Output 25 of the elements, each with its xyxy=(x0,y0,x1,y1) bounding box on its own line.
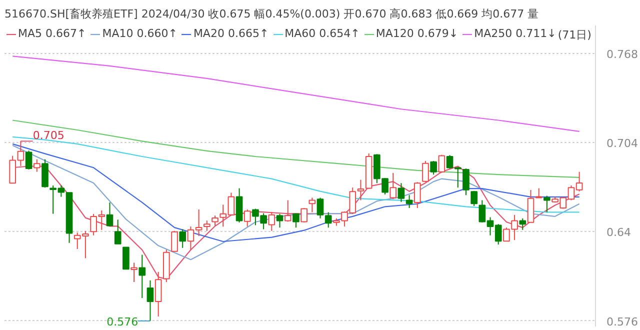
legend-label: MA10 0.660↑ xyxy=(102,27,178,40)
line-series xyxy=(12,143,580,242)
candlestick xyxy=(357,179,364,201)
y-tick-label: 0.576 xyxy=(606,315,638,328)
annotation: (71日) xyxy=(558,28,592,42)
legend-label: MA250 0.711↓ xyxy=(474,27,556,40)
y-tick-label: 0.64 xyxy=(606,226,631,240)
candlestick xyxy=(179,228,186,248)
y-tick-label: 0.704 xyxy=(606,137,638,150)
line-series xyxy=(12,56,580,132)
chart-title: 516670.SH[畜牧养殖ETF] 2024/04/30 收0.675 幅0.45%(0.003) 开0.670 高0.683 低0.669 均0.677 量 xyxy=(4,8,539,20)
legend-label: MA60 0.654↑ xyxy=(284,27,360,40)
candlestick xyxy=(154,271,162,317)
y-tick-label: 0.768 xyxy=(606,48,638,61)
legend-label: MA5 0.667↑ xyxy=(18,27,86,40)
legend-label: MA120 0.679↓ xyxy=(376,27,458,40)
line-series xyxy=(12,144,580,260)
line-series xyxy=(12,120,580,178)
legend-label: MA20 0.665↑ xyxy=(193,27,269,40)
candlestick xyxy=(130,262,138,283)
annotation: 0.705 xyxy=(32,129,64,142)
candlestick xyxy=(146,280,154,322)
candlestick xyxy=(138,254,146,299)
annotation: 0.576 xyxy=(106,315,138,328)
candlestick xyxy=(163,249,170,283)
